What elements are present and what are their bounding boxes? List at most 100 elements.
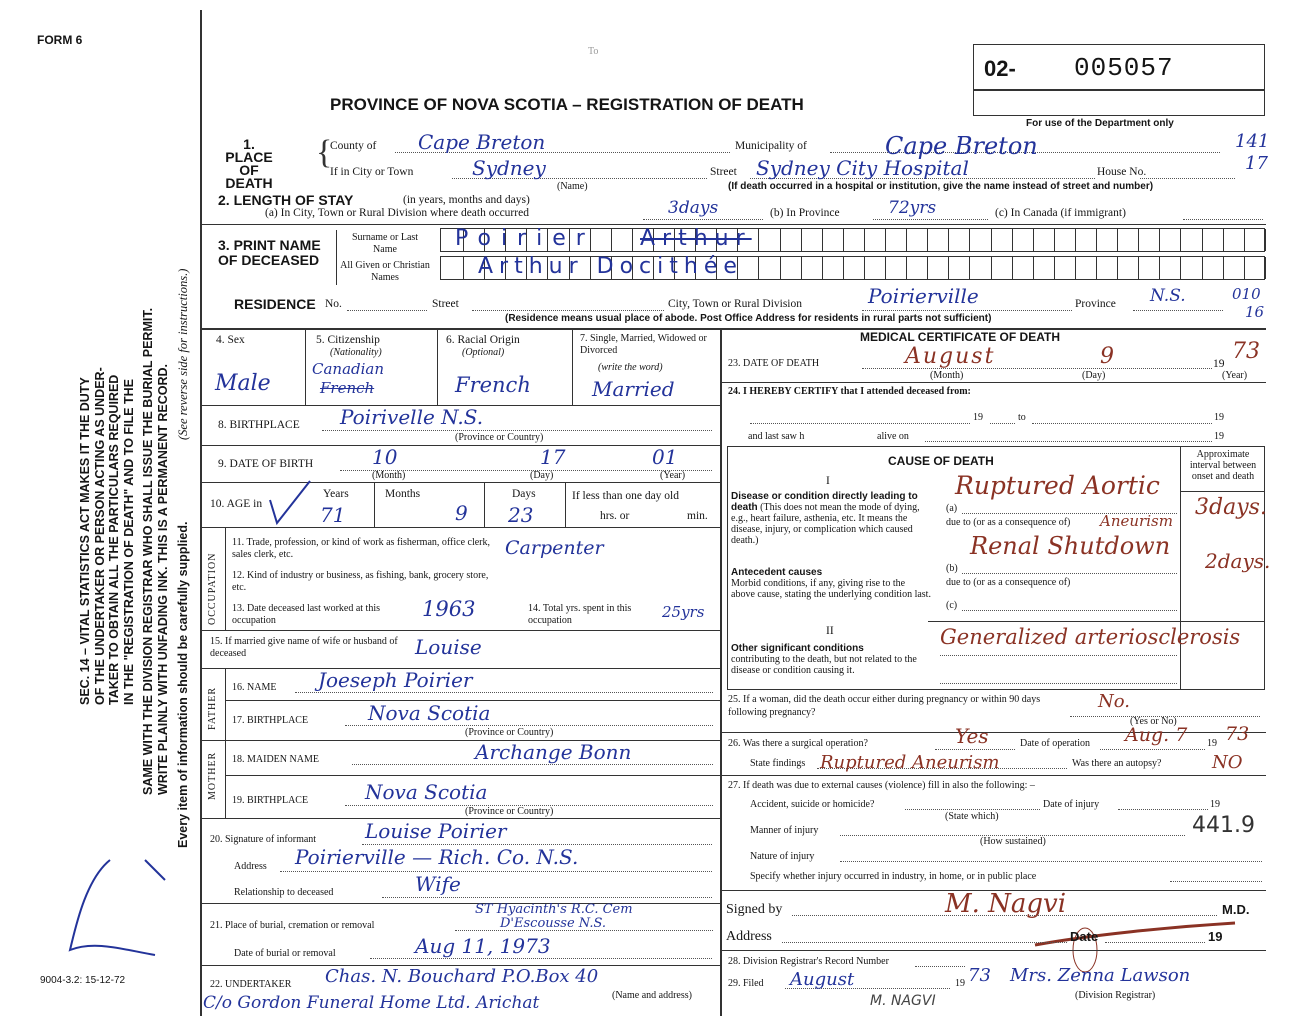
notice-line: SEC. 14 – VITAL STATISTICS ACT MAKES IT … [78, 377, 92, 705]
residence-province-value[interactable]: N.S. [1150, 286, 1186, 306]
given-boxes[interactable] [440, 256, 1266, 280]
findings-value[interactable]: Ruptured Aneurism [820, 752, 1000, 773]
informant-signature-label: 20. Signature of informant [210, 834, 317, 845]
burial-place-1[interactable]: ST Hyacinth's R.C. Cem [475, 902, 633, 917]
father-name-value[interactable]: Joeseph Poirier [318, 668, 473, 692]
q25-value[interactable]: No. [1098, 691, 1130, 712]
undertaker-value-2[interactable]: C/o Gordon Funeral Home Ltd. Arichat [203, 993, 540, 1013]
direct-cause-text: (This does not mean the mode of dying, e… [731, 502, 920, 546]
injury-19: 19 [1210, 799, 1220, 810]
registrar-signature[interactable]: Mrs. Zenna Lawson [1010, 965, 1191, 986]
checkmark-icon [269, 480, 311, 526]
character-box-divider [505, 229, 507, 251]
printed-physician-name: M. NAGVI [870, 993, 936, 1009]
mother-name-value[interactable]: Archange Bonn [475, 740, 632, 764]
trade-value[interactable]: Carpenter [505, 537, 604, 559]
county-label: County of [330, 140, 377, 152]
residence-no-label: No. [325, 298, 342, 310]
character-box-divider [484, 257, 486, 279]
municipality-value[interactable]: Cape Breton [885, 132, 1038, 160]
dob-month[interactable]: 10 [372, 445, 398, 469]
physician-signature[interactable]: M. Nagvi [945, 889, 1067, 919]
racial-value[interactable]: French [455, 373, 531, 397]
informant-signature[interactable]: Louise Poirier [365, 819, 507, 843]
residence-city-value[interactable]: Poirierville [868, 284, 979, 308]
stay-a-value[interactable]: 3days [668, 198, 719, 218]
autopsy-label: Was there an autopsy? [1072, 758, 1162, 769]
q26-value[interactable]: Yes [955, 724, 989, 748]
character-box-divider [1096, 229, 1097, 251]
cause-b-value[interactable]: Renal Shutdown [970, 532, 1171, 560]
last-worked-value[interactable]: 1963 [422, 597, 476, 621]
years-value[interactable]: 71 [320, 503, 346, 527]
racial-sub: (Optional) [462, 347, 505, 358]
mother-birthplace-value[interactable]: Nova Scotia [365, 780, 488, 804]
character-box-divider [1074, 257, 1076, 279]
father-side-label: FATHER [207, 686, 218, 730]
father-birthplace-label: 17. BIRTHPLACE [232, 715, 309, 726]
burial-date-value[interactable]: Aug 11, 1973 [415, 934, 551, 958]
cause-a-interval[interactable]: 3days. [1195, 495, 1267, 520]
death-year[interactable]: 73 [1232, 339, 1260, 364]
father-birthplace-value[interactable]: Nova Scotia [368, 701, 491, 725]
last-saw-label: and last saw h [748, 431, 805, 442]
months-value[interactable]: 9 [455, 501, 468, 525]
character-box-divider [906, 257, 908, 279]
surname-boxes[interactable] [440, 228, 1266, 252]
informant-address[interactable]: Poirierville — Rich. Co. N.S. [295, 845, 579, 869]
registration-prefix: 02- [984, 56, 1016, 81]
county-value[interactable]: Cape Breton [418, 130, 546, 154]
cause-a-value[interactable]: Ruptured Aortic [955, 471, 1160, 500]
character-box-divider [821, 257, 823, 279]
other-conditions-text: contributing to the death, but not relat… [731, 654, 917, 676]
father-birthplace-note: (Province or Country) [465, 727, 554, 738]
citizenship-value[interactable]: Canadian [312, 360, 385, 378]
days-value[interactable]: 23 [508, 503, 534, 527]
notice-line: IN THE "REGISTRATION OF DEATH" AND TO FI… [121, 379, 136, 705]
spouse-value[interactable]: Louise [415, 635, 482, 659]
certify-label: 24. I HEREBY CERTIFY that I attended dec… [728, 386, 971, 397]
sex-value[interactable]: Male [215, 371, 271, 396]
street-value[interactable]: Sydney City Hospital [756, 156, 969, 180]
marital-value[interactable]: Married [592, 377, 675, 401]
character-box-divider [1117, 257, 1119, 279]
filed-month[interactable]: August [790, 969, 855, 990]
operation-date[interactable]: Aug. 7 [1125, 724, 1188, 746]
character-box-divider [716, 257, 718, 279]
death-day[interactable]: 9 [1100, 344, 1114, 369]
stay-b-value[interactable]: 72yrs [888, 198, 937, 218]
filed-year[interactable]: 73 [968, 965, 991, 986]
character-box-divider [547, 229, 549, 251]
years-label: Years [323, 488, 349, 500]
operation-date-label: Date of operation [1020, 738, 1090, 749]
character-box-divider [906, 229, 908, 251]
relationship-value[interactable]: Wife [415, 872, 461, 896]
city-value[interactable]: Sydney [472, 156, 546, 180]
specify-label: Specify whether injury occurred in indus… [750, 871, 1037, 882]
undertaker-value[interactable]: Chas. N. Bouchard P.O.Box 40 [325, 966, 599, 987]
other-conditions-value[interactable]: Generalized arteriosclerosis [940, 625, 1241, 649]
character-box-divider [948, 229, 950, 251]
birthplace-value[interactable]: Poirivelle N.S. [340, 405, 484, 429]
total-years-value[interactable]: 25yrs [662, 603, 705, 621]
burial-place-2[interactable]: D'Escousse N.S. [500, 916, 607, 931]
death-month[interactable]: August [905, 344, 996, 369]
residence-street-label: Street [432, 298, 459, 310]
character-box-divider [1264, 229, 1266, 251]
autopsy-value[interactable]: NO [1212, 752, 1243, 773]
character-box-divider [589, 229, 591, 251]
character-box-divider [610, 229, 612, 251]
operation-year[interactable]: 73 [1225, 723, 1250, 745]
cause-b-interval[interactable]: 2days. [1205, 549, 1271, 573]
citizenship-struck: French [320, 379, 375, 397]
form-number: FORM 6 [37, 33, 83, 47]
residence-note: (Residence means usual place of abode. P… [505, 313, 992, 324]
dob-day[interactable]: 17 [540, 445, 566, 469]
cause-a-value-2[interactable]: Aneurism [1100, 512, 1173, 530]
municipality-label: Municipality of [735, 140, 807, 152]
birthplace-note: (Province or Country) [455, 432, 544, 443]
dob-year[interactable]: 01 [652, 445, 678, 469]
character-box-divider [463, 257, 464, 279]
character-box-divider [990, 257, 992, 279]
character-box-divider [990, 229, 992, 251]
